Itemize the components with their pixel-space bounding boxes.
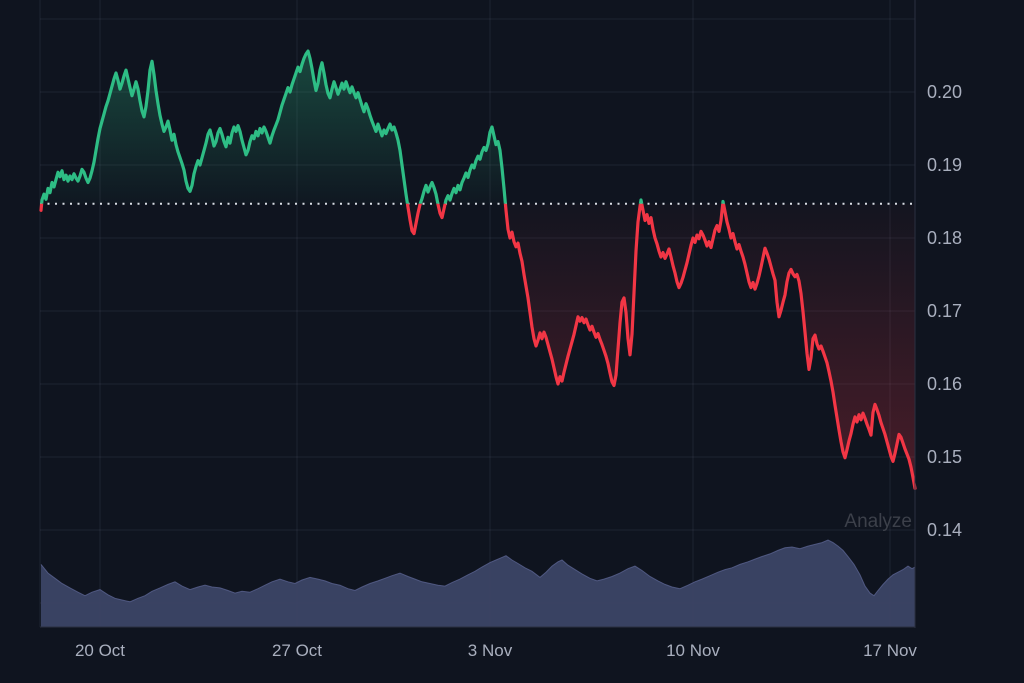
x-axis-tick-label: 20 Oct bbox=[75, 641, 125, 660]
x-axis-labels: 20 Oct 27 Oct 3 Nov 10 Nov 17 Nov bbox=[75, 641, 917, 660]
analyze-label[interactable]: Analyze bbox=[844, 511, 912, 532]
price-area-fills bbox=[41, 51, 915, 489]
x-axis-tick-label: 27 Oct bbox=[272, 641, 322, 660]
y-axis-tick-label: 0.20 bbox=[927, 82, 962, 102]
gridlines bbox=[39, 0, 915, 627]
y-axis-tick-label: 0.15 bbox=[927, 447, 962, 467]
x-axis-tick-label: 3 Nov bbox=[468, 641, 513, 660]
x-axis-tick-label: 17 Nov bbox=[863, 641, 917, 660]
axis-lines bbox=[40, 0, 916, 628]
y-axis-tick-label: 0.18 bbox=[927, 228, 962, 248]
y-axis-labels: 0.20 0.19 0.18 0.17 0.16 0.15 0.14 bbox=[927, 82, 962, 540]
x-axis-tick-label: 10 Nov bbox=[666, 641, 720, 660]
price-area-below-baseline bbox=[41, 203, 915, 489]
volume-area bbox=[40, 539, 916, 627]
y-axis-tick-label: 0.16 bbox=[927, 374, 962, 394]
price-line bbox=[39, 49, 917, 490]
price-line-up-segment bbox=[40, 49, 726, 204]
y-axis-tick-label: 0.17 bbox=[927, 301, 962, 321]
volume-area-edge bbox=[40, 539, 916, 603]
y-axis-tick-label: 0.14 bbox=[927, 520, 962, 540]
price-line-down-segment bbox=[39, 203, 917, 490]
price-area-above-baseline bbox=[41, 51, 915, 204]
y-axis-tick-label: 0.19 bbox=[927, 155, 962, 175]
volume-area-fill bbox=[41, 540, 915, 627]
